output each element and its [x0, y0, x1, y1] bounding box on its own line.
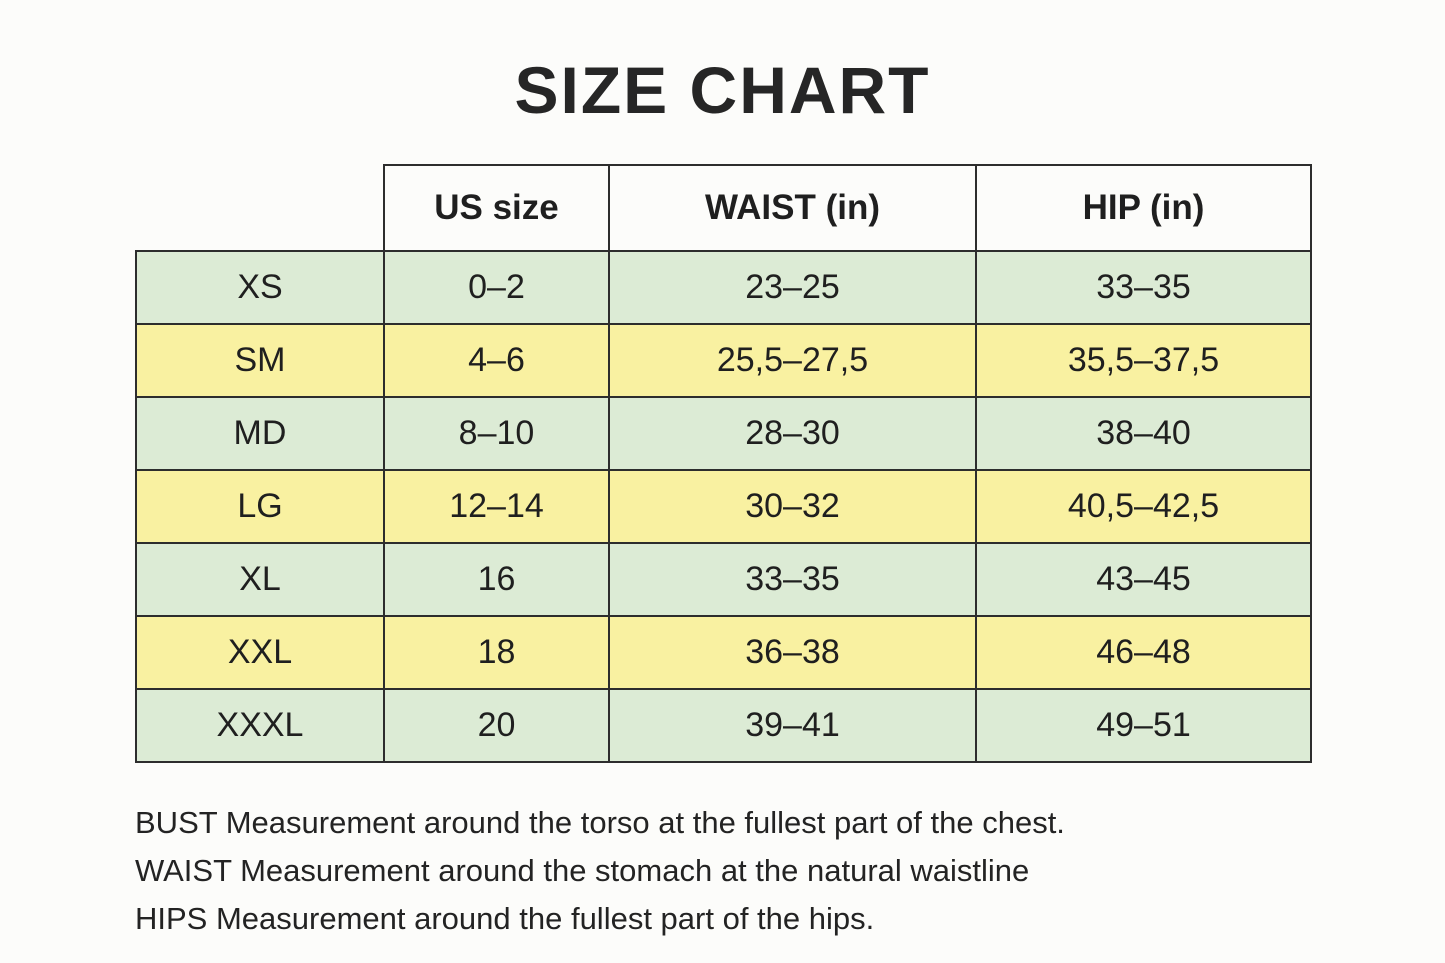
page-title: SIZE CHART [514, 53, 931, 127]
us-size-cell: 8–10 [383, 396, 610, 471]
hip-cell: 40,5–42,5 [975, 469, 1312, 544]
size-chart-table: US size WAIST (in) HIP (in) XS 0–2 23–25 33… [135, 164, 1312, 763]
waist-cell: 23–25 [608, 250, 977, 325]
waist-cell: 28–30 [608, 396, 977, 471]
us-size-cell: 18 [383, 615, 610, 690]
size-label-cell: XXL [135, 615, 385, 690]
hip-cell: 33–35 [975, 250, 1312, 325]
hip-cell: 43–45 [975, 542, 1312, 617]
waist-cell: 36–38 [608, 615, 977, 690]
size-label-cell: XL [135, 542, 385, 617]
table-row-xxl: XXL 18 36–38 46–48 [135, 615, 1312, 690]
waist-cell: 25,5–27,5 [608, 323, 977, 398]
us-size-cell: 20 [383, 688, 610, 763]
table-row-xs: XS 0–2 23–25 33–35 [135, 250, 1312, 325]
table-row-xxxl: XXXL 20 39–41 49–51 [135, 688, 1312, 763]
table-row-lg: LG 12–14 30–32 40,5–42,5 [135, 469, 1312, 544]
note-hips: HIPS Measurement around the fullest part… [135, 901, 875, 936]
size-label-cell: SM [135, 323, 385, 398]
size-label-cell: LG [135, 469, 385, 544]
hip-cell: 38–40 [975, 396, 1312, 471]
header-us-size: US size [383, 164, 610, 252]
measurement-notes: BUST Measurement around the torso at the… [135, 799, 1310, 943]
header-waist: WAIST (in) [608, 164, 977, 252]
us-size-cell: 0–2 [383, 250, 610, 325]
hip-cell: 46–48 [975, 615, 1312, 690]
hip-cell: 49–51 [975, 688, 1312, 763]
size-label-cell: XS [135, 250, 385, 325]
header-hip: HIP (in) [975, 164, 1312, 252]
us-size-cell: 16 [383, 542, 610, 617]
us-size-cell: 12–14 [383, 469, 610, 544]
waist-cell: 39–41 [608, 688, 977, 763]
note-waist: WAIST Measurement around the stomach at … [135, 853, 1030, 888]
note-bust: BUST Measurement around the torso at the… [135, 805, 1065, 840]
waist-cell: 30–32 [608, 469, 977, 544]
table-row-md: MD 8–10 28–30 38–40 [135, 396, 1312, 471]
table-row-xl: XL 16 33–35 43–45 [135, 542, 1312, 617]
header-corner-blank [136, 165, 384, 251]
hip-cell: 35,5–37,5 [975, 323, 1312, 398]
size-label-cell: XXXL [135, 688, 385, 763]
table-row-sm: SM 4–6 25,5–27,5 35,5–37,5 [135, 323, 1312, 398]
size-label-cell: MD [135, 396, 385, 471]
us-size-cell: 4–6 [383, 323, 610, 398]
size-table-body: XS 0–2 23–25 33–35 SM 4–6 25,5–27,5 35,5–37,5 MD… [135, 250, 1312, 763]
header-row: US size WAIST (in) HIP (in) [136, 164, 1312, 252]
waist-cell: 33–35 [608, 542, 977, 617]
